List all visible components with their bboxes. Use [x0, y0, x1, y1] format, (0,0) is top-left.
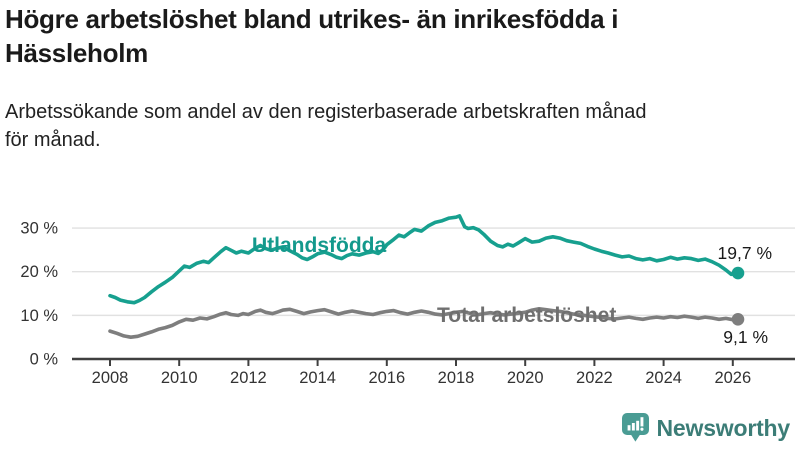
x-tick-label: 2014 [299, 369, 336, 387]
x-tick-label: 2024 [645, 369, 682, 387]
end-value-label-total: 9,1 % [723, 327, 768, 347]
y-tick-label: 0 % [30, 351, 59, 369]
x-tick-label: 2020 [507, 369, 544, 387]
series-label-total: Total arbetslöshet [437, 304, 616, 327]
x-tick-label: 2022 [576, 369, 613, 387]
series-end-dot-utlandsfodda [731, 266, 745, 280]
x-tick-label: 2016 [368, 369, 405, 387]
newsworthy-icon [621, 413, 649, 442]
series-label-utlandsfodda: Utlandsfödda [252, 234, 386, 257]
series-line-total [108, 307, 740, 339]
series-end-dot-total [731, 312, 745, 326]
newsworthy-logo[interactable]: Newsworthy [621, 412, 790, 444]
line-chart: 0 % 10 % 20 % 30 % Utlandsfödda 19,7 % Total a… [0, 195, 800, 400]
y-tick-label: 10 % [20, 307, 58, 325]
line-chart-canvas: 0 % 10 % 20 % 30 % Utlandsfödda 19,7 % Total a… [20, 214, 795, 387]
x-tick-label: 2012 [230, 369, 267, 387]
x-tick-label: 2026 [714, 369, 751, 387]
x-tick-label: 2018 [438, 369, 475, 387]
series-line-utlandsfodda [108, 214, 740, 305]
y-tick-label: 30 % [20, 220, 58, 238]
page-subtitle: Arbetssökande som andel av den registerb… [5, 101, 647, 151]
x-tick-label: 2010 [161, 369, 198, 387]
newsworthy-wordmark: Newsworthy [656, 414, 791, 441]
x-tick-label: 2008 [92, 369, 129, 387]
end-value-label-utlandsfodda: 19,7 % [718, 243, 772, 263]
page-title: Högre arbetslöshet bland utrikes- än inr… [5, 4, 619, 69]
y-tick-label: 20 % [20, 263, 58, 281]
